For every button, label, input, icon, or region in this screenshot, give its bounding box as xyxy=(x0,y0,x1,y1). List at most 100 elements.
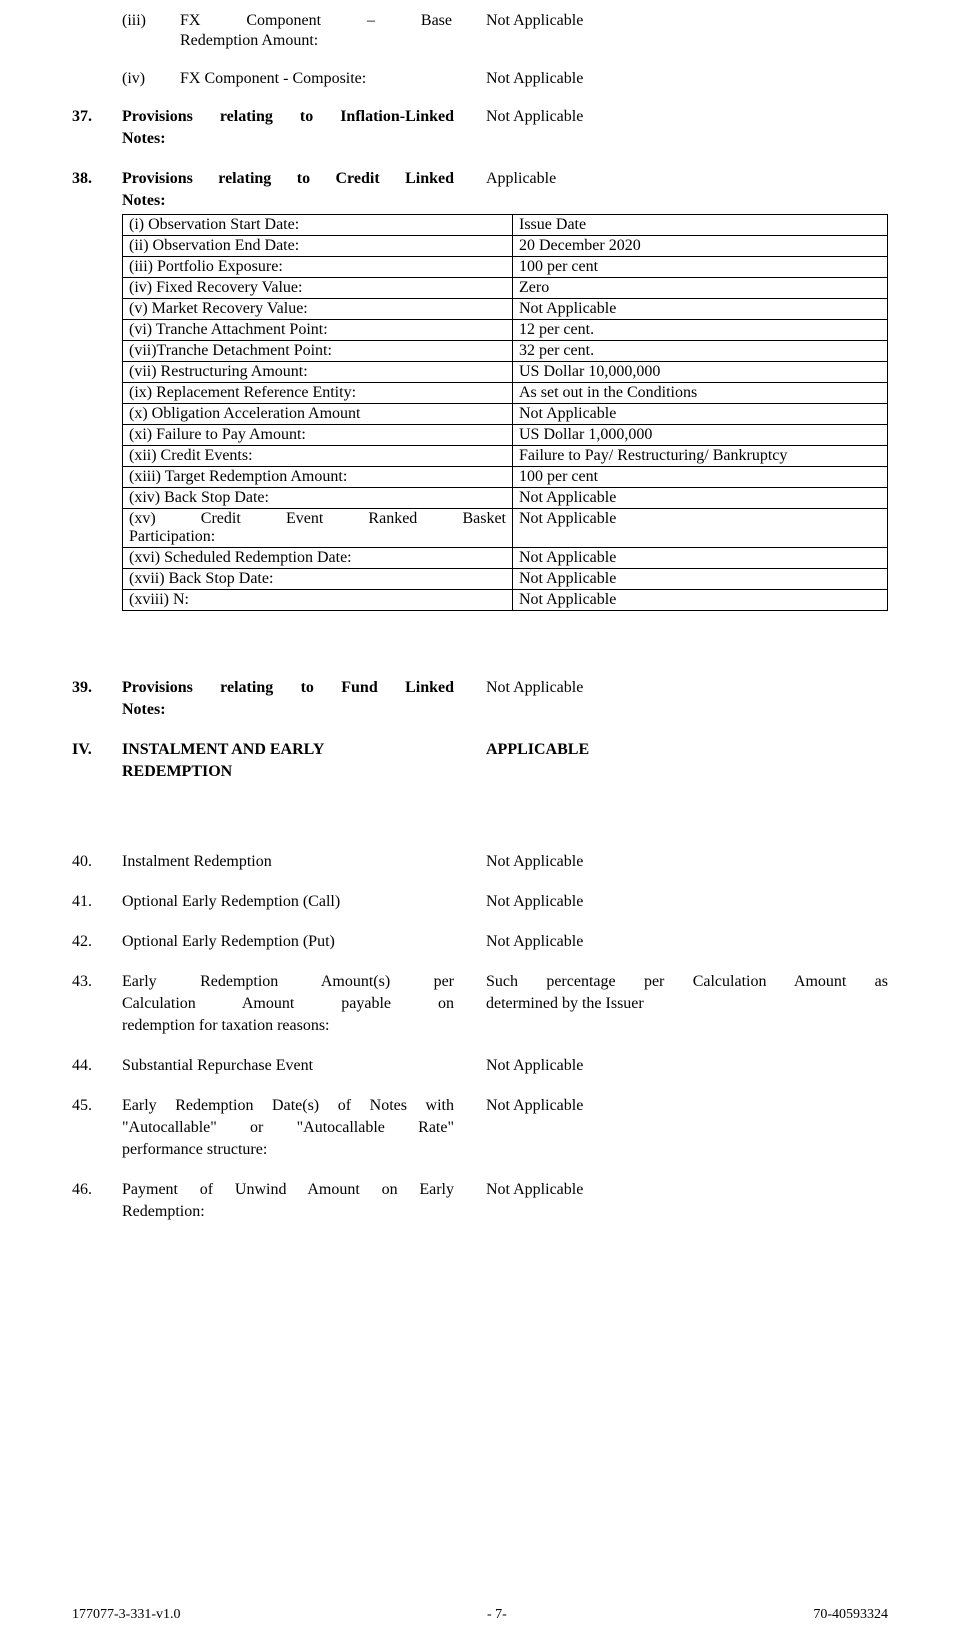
item-46-value: Not Applicable xyxy=(462,1181,888,1199)
table-cell-left: (xvii) Back Stop Date: xyxy=(123,569,513,590)
table-cell-left: (v) Market Recovery Value: xyxy=(123,299,513,320)
table-row: (vii)Tranche Detachment Point:32 per cen… xyxy=(123,341,888,362)
item-37-label1: Provisions relating to Inflation-Linked xyxy=(122,108,462,126)
item-iv-sub: (iv) FX Component - Composite: Not Appli… xyxy=(72,70,888,88)
table-cell-left: (xi) Failure to Pay Amount: xyxy=(123,425,513,446)
table-row: (xvii) Back Stop Date:Not Applicable xyxy=(123,569,888,590)
table-cell-right: Not Applicable xyxy=(513,488,888,509)
item-37-num: 37. xyxy=(72,108,122,126)
table-row: (iv) Fixed Recovery Value:Zero xyxy=(123,278,888,299)
item-41-num: 41. xyxy=(72,893,122,911)
item-40-label: Instalment Redemption xyxy=(122,853,462,871)
item-46-label1: Payment of Unwind Amount on Early xyxy=(122,1181,462,1199)
table-row: (vi) Tranche Attachment Point:12 per cen… xyxy=(123,320,888,341)
item-iv-num: (iv) xyxy=(122,70,180,88)
table-cell-right: 20 December 2020 xyxy=(513,236,888,257)
table-cell-right: Not Applicable xyxy=(513,590,888,611)
item-iii-num: (iii) xyxy=(122,12,180,30)
item-40: 40. Instalment Redemption Not Applicable xyxy=(72,853,888,871)
item-37-label2: Notes: xyxy=(122,130,462,148)
table-38-container: (i) Observation Start Date:Issue Date(ii… xyxy=(72,214,888,611)
item-45-label3: performance structure: xyxy=(122,1141,462,1159)
table-cell-left: (x) Obligation Acceleration Amount xyxy=(123,404,513,425)
table-cell-left: (xviii) N: xyxy=(123,590,513,611)
table-row: (xii) Credit Events:Failure to Pay/ Rest… xyxy=(123,446,888,467)
item-39-label2: Notes: xyxy=(122,701,462,719)
item-38-num: 38. xyxy=(72,170,122,188)
footer-right: 70-40593324 xyxy=(813,1607,888,1623)
item-42-num: 42. xyxy=(72,933,122,951)
table-cell-left: (xii) Credit Events: xyxy=(123,446,513,467)
table-row: (ii) Observation End Date:20 December 20… xyxy=(123,236,888,257)
item-iv-value: Not Applicable xyxy=(462,70,888,88)
table-cell-right: 12 per cent. xyxy=(513,320,888,341)
item-iii-label1: FX Component – Base xyxy=(180,12,462,30)
table-cell-right: As set out in the Conditions xyxy=(513,383,888,404)
section-iv-num: IV. xyxy=(72,741,122,759)
item-40-num: 40. xyxy=(72,853,122,871)
table-row: (v) Market Recovery Value:Not Applicable xyxy=(123,299,888,320)
item-44-label: Substantial Repurchase Event xyxy=(122,1057,462,1075)
item-38-label2: Notes: xyxy=(122,192,462,210)
item-43: 43. Early Redemption Amount(s) per Such … xyxy=(72,973,888,991)
item-45-value: Not Applicable xyxy=(462,1097,888,1115)
table-cell-left: (vii)Tranche Detachment Point: xyxy=(123,341,513,362)
table-cell-left: (vii) Restructuring Amount: xyxy=(123,362,513,383)
table-cell-right: US Dollar 1,000,000 xyxy=(513,425,888,446)
item-44-value: Not Applicable xyxy=(462,1057,888,1075)
table-row: (xviii) N:Not Applicable xyxy=(123,590,888,611)
footer-left: 177077-3-331-v1.0 xyxy=(72,1607,181,1623)
item-38-value: Applicable xyxy=(462,170,888,188)
item-38-label1: Provisions relating to Credit Linked xyxy=(122,170,462,188)
item-39: 39. Provisions relating to Fund Linked N… xyxy=(72,679,888,697)
table-row: (xiv) Back Stop Date:Not Applicable xyxy=(123,488,888,509)
item-44: 44. Substantial Repurchase Event Not App… xyxy=(72,1057,888,1075)
table-cell-right: Not Applicable xyxy=(513,299,888,320)
item-42: 42. Optional Early Redemption (Put) Not … xyxy=(72,933,888,951)
table-cell-right: Not Applicable xyxy=(513,548,888,569)
item-44-num: 44. xyxy=(72,1057,122,1075)
table-cell-left: (xv) Credit Event Ranked BasketParticipa… xyxy=(123,509,513,548)
table-cell-right: 32 per cent. xyxy=(513,341,888,362)
table-row: (i) Observation Start Date:Issue Date xyxy=(123,215,888,236)
item-38: 38. Provisions relating to Credit Linked… xyxy=(72,170,888,188)
section-iv-value: APPLICABLE xyxy=(462,741,888,759)
table-cell-left: (ii) Observation End Date: xyxy=(123,236,513,257)
footer-center: - 7- xyxy=(181,1607,814,1623)
table-cell-right: Zero xyxy=(513,278,888,299)
item-37: 37. Provisions relating to Inflation-Lin… xyxy=(72,108,888,126)
item-42-value: Not Applicable xyxy=(462,933,888,951)
table-cell-left: (ix) Replacement Reference Entity: xyxy=(123,383,513,404)
table-row: (iii) Portfolio Exposure:100 per cent xyxy=(123,257,888,278)
section-iv: IV. INSTALMENT AND EARLY APPLICABLE xyxy=(72,741,888,759)
item-iv-label: FX Component - Composite: xyxy=(180,70,462,88)
item-41: 41. Optional Early Redemption (Call) Not… xyxy=(72,893,888,911)
table-cell-left: (xiii) Target Redemption Amount: xyxy=(123,467,513,488)
item-39-label1: Provisions relating to Fund Linked xyxy=(122,679,462,697)
table-cell-left: (iv) Fixed Recovery Value: xyxy=(123,278,513,299)
item-46: 46. Payment of Unwind Amount on Early No… xyxy=(72,1181,888,1199)
item-45-label1: Early Redemption Date(s) of Notes with xyxy=(122,1097,462,1115)
item-40-value: Not Applicable xyxy=(462,853,888,871)
item-39-value: Not Applicable xyxy=(462,679,888,697)
table-row: (xi) Failure to Pay Amount:US Dollar 1,0… xyxy=(123,425,888,446)
item-46-num: 46. xyxy=(72,1181,122,1199)
table-cell-left: (xvi) Scheduled Redemption Date: xyxy=(123,548,513,569)
table-row: (xiii) Target Redemption Amount:100 per … xyxy=(123,467,888,488)
table-row: (vii) Restructuring Amount:US Dollar 10,… xyxy=(123,362,888,383)
section-iv-label1: INSTALMENT AND EARLY xyxy=(122,741,462,759)
item-45-num: 45. xyxy=(72,1097,122,1115)
item-43-label1: Early Redemption Amount(s) per xyxy=(122,973,462,991)
table-cell-left: (i) Observation Start Date: xyxy=(123,215,513,236)
item-37-value: Not Applicable xyxy=(462,108,888,126)
item-45-label2: "Autocallable" or "Autocallable Rate" xyxy=(122,1119,462,1137)
table-cell-left: (vi) Tranche Attachment Point: xyxy=(123,320,513,341)
table-cell-right: 100 per cent xyxy=(513,257,888,278)
table-cell-right: 100 per cent xyxy=(513,467,888,488)
item-41-label: Optional Early Redemption (Call) xyxy=(122,893,462,911)
table-cell-left: (iii) Portfolio Exposure: xyxy=(123,257,513,278)
section-iv-label2: REDEMPTION xyxy=(122,763,462,781)
item-46-label2: Redemption: xyxy=(122,1203,462,1221)
item-41-value: Not Applicable xyxy=(462,893,888,911)
table-cell-right: Not Applicable xyxy=(513,509,888,548)
